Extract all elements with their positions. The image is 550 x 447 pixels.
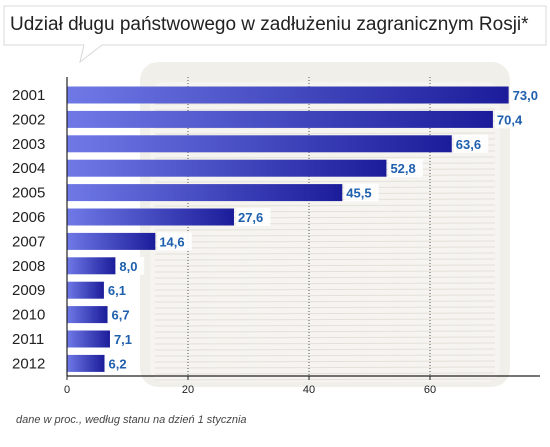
value-label-bg bbox=[344, 183, 379, 202]
category-label: 2009 bbox=[12, 282, 45, 299]
stack-line bbox=[154, 132, 496, 135]
value-label-bg bbox=[105, 281, 133, 300]
bar bbox=[67, 86, 509, 104]
stack-line bbox=[154, 288, 496, 291]
value-label-bg bbox=[111, 330, 139, 348]
stack-line bbox=[154, 360, 496, 363]
stack-line bbox=[154, 228, 496, 231]
value-label: 8,0 bbox=[119, 259, 137, 274]
stack-line bbox=[154, 336, 496, 339]
bar bbox=[67, 135, 452, 153]
stack-line bbox=[154, 324, 496, 327]
category-label: 2012 bbox=[12, 355, 45, 372]
stack-line bbox=[154, 366, 496, 369]
value-label: 45,5 bbox=[346, 186, 371, 201]
value-label: 70,4 bbox=[497, 112, 523, 127]
stack-line bbox=[154, 276, 496, 279]
value-label-bg bbox=[235, 208, 271, 226]
stack-line bbox=[154, 240, 496, 243]
stack-line bbox=[154, 318, 496, 321]
category-label: 2005 bbox=[12, 185, 45, 202]
stack-line bbox=[154, 312, 496, 315]
bar-chart: 2001 73,0 2002 70,4 2003 63,6 2004 52,8 2005 45,5… bbox=[12, 62, 546, 396]
stack-line bbox=[154, 372, 496, 375]
value-label-bg bbox=[453, 134, 489, 153]
stack-line bbox=[154, 354, 496, 357]
stack-line bbox=[154, 204, 496, 207]
bar bbox=[67, 184, 343, 202]
stack-line bbox=[154, 234, 496, 237]
x-tick-label: 40 bbox=[303, 384, 315, 396]
stack-line bbox=[154, 258, 496, 261]
stack-line bbox=[154, 282, 496, 285]
bar bbox=[67, 208, 234, 226]
stack-line bbox=[154, 300, 496, 303]
value-label-bg bbox=[494, 110, 530, 129]
value-label: 6,7 bbox=[112, 308, 130, 323]
stack-line bbox=[154, 270, 496, 273]
stack-line bbox=[154, 156, 496, 159]
value-label: 73,0 bbox=[513, 88, 538, 103]
bar bbox=[67, 110, 493, 128]
value-label-bg bbox=[109, 305, 137, 324]
stack-line bbox=[154, 378, 496, 381]
bar bbox=[67, 232, 156, 250]
bar bbox=[67, 159, 387, 177]
value-label-bg bbox=[117, 256, 145, 275]
title-callout-shape bbox=[3, 5, 547, 64]
category-label: 2006 bbox=[12, 209, 45, 226]
stack-line bbox=[154, 294, 496, 297]
x-tick-label: 20 bbox=[182, 384, 194, 396]
category-label: 2004 bbox=[12, 160, 45, 177]
title-callout: Udział długu państwowego w zadłużeniu za… bbox=[0, 0, 550, 64]
stack-line bbox=[154, 264, 496, 267]
stack-line bbox=[154, 246, 496, 249]
stack-line bbox=[154, 330, 496, 333]
x-tick-label: 0 bbox=[64, 384, 70, 396]
stack-line bbox=[154, 252, 496, 255]
footnote: dane w proc., według stanu na dzień 1 st… bbox=[16, 414, 247, 426]
value-label: 7,1 bbox=[114, 332, 132, 347]
bar bbox=[67, 257, 116, 275]
stack-line bbox=[154, 342, 496, 345]
stack-line bbox=[154, 108, 496, 111]
value-label: 6,1 bbox=[108, 283, 126, 298]
category-label: 2003 bbox=[12, 136, 45, 153]
bar bbox=[67, 281, 104, 299]
stack-line bbox=[154, 348, 496, 351]
chart-area: 2001 73,0 2002 70,4 2003 63,6 2004 52,8 2005 45,5… bbox=[0, 52, 550, 402]
value-label-bg bbox=[157, 232, 192, 251]
value-label-bg bbox=[388, 159, 423, 178]
chart-title: Udział długu państwowego w zadłużeniu za… bbox=[10, 14, 529, 35]
value-label-bg bbox=[510, 86, 546, 104]
category-label: 2008 bbox=[12, 258, 45, 275]
bar bbox=[67, 354, 105, 372]
x-tick-label: 60 bbox=[424, 384, 436, 396]
value-label: 6,2 bbox=[109, 356, 127, 371]
bar bbox=[67, 306, 108, 324]
category-label: 2002 bbox=[12, 111, 45, 128]
stack-line bbox=[154, 306, 496, 309]
category-label: 2001 bbox=[12, 87, 45, 104]
bar bbox=[67, 330, 110, 348]
value-label: 63,6 bbox=[456, 137, 481, 152]
stack-line bbox=[154, 180, 496, 183]
category-label: 2011 bbox=[12, 331, 44, 348]
value-label: 52,8 bbox=[390, 161, 415, 176]
category-label: 2007 bbox=[12, 233, 45, 250]
value-label-bg bbox=[106, 354, 134, 373]
category-label: 2010 bbox=[12, 307, 45, 324]
value-label: 27,6 bbox=[238, 210, 263, 225]
value-label: 14,6 bbox=[159, 234, 184, 249]
